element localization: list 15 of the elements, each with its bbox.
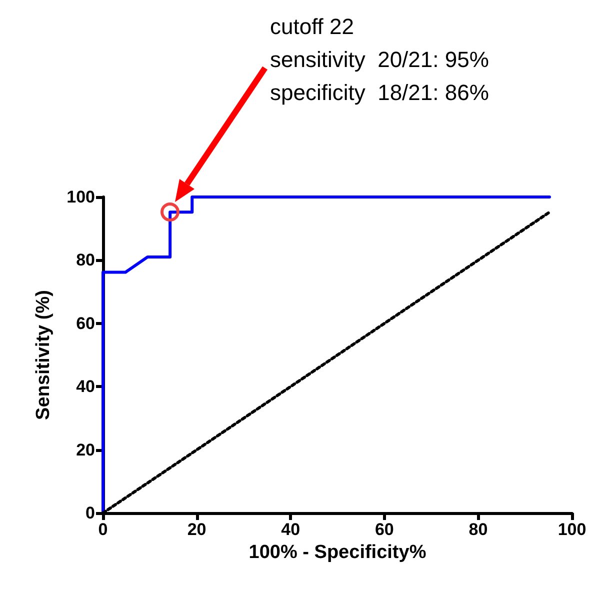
text: cutoff 22 sensitivity 20/21: 95% specificity 18/21: 86% (270, 14, 489, 105)
x-tick-label: 20 (187, 520, 206, 539)
x-tick-label: 100 (558, 520, 586, 539)
x-axis-title: 100% - Specificity% (248, 542, 426, 563)
y-tick-label: 60 (76, 314, 95, 333)
y-tick-label: 0 (86, 504, 95, 522)
x-tick-label: 80 (468, 520, 488, 539)
x-tick-label: 0 (98, 520, 108, 539)
y-axis-title: Sensitivity (%) (33, 290, 54, 420)
y-tick-label: 100 (66, 188, 95, 206)
x-tick-label: 60 (374, 520, 394, 539)
y-tick-label: 40 (76, 377, 95, 396)
y-tick-label: 20 (76, 440, 95, 460)
x-tick-label: 40 (281, 520, 300, 539)
y-tick-label: 80 (76, 250, 95, 270)
